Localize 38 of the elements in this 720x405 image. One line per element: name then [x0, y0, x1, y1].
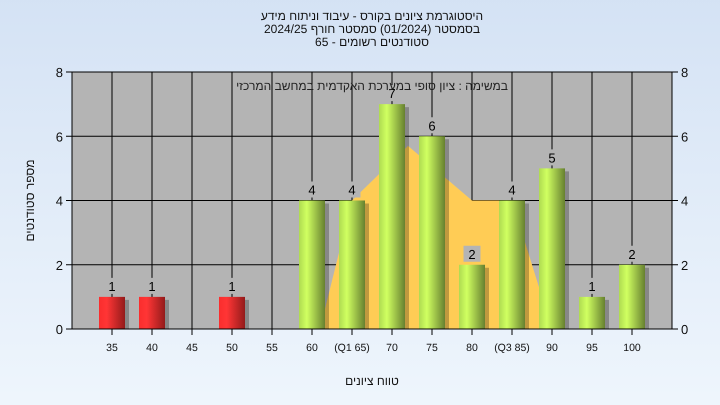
x-tick-label: 75: [426, 342, 438, 354]
x-tick-label: 80: [466, 342, 478, 354]
data-label: 1: [588, 278, 596, 294]
y-tick-label: 4: [56, 194, 63, 208]
x-tick-label: (Q3 85): [494, 342, 530, 354]
data-label: 1: [148, 278, 156, 294]
y2-tick-label: 2: [681, 258, 688, 273]
y2-tick-label: 8: [681, 65, 688, 80]
x-tick-label: 95: [586, 342, 598, 354]
x-tick-label: 70: [386, 342, 398, 354]
y-tick-label: 0: [56, 322, 63, 337]
x-tick-label: 55: [266, 342, 278, 354]
x-tick-label: 90: [546, 342, 558, 354]
x-axis-title: טווח ציונים: [345, 374, 400, 388]
y-tick-label: 2: [56, 258, 63, 273]
y-tick-label: 8: [56, 65, 63, 80]
data-label: 4: [348, 182, 356, 198]
x-tick-label: 50: [226, 342, 238, 354]
chart-title: היסטוגרמת ציונים בקורס - עיבוד וניתוח מידע בסמסטר (01/2024) סמסטר חורף 2024/25 סטודנטים רשומים - 65: [260, 9, 484, 49]
x-tick-label: 40: [146, 342, 158, 354]
y2-tick-label: 4: [681, 194, 688, 208]
data-label: 1: [228, 278, 236, 294]
data-label: 6: [428, 118, 436, 134]
x-tick-label: 45: [186, 342, 198, 354]
x-tick-label: 35: [106, 342, 118, 354]
data-label: 5: [548, 150, 556, 166]
y2-tick-label: 6: [681, 129, 688, 144]
data-label: 2: [468, 246, 476, 262]
y-axis-title: מספר סטודנטים: [23, 159, 37, 242]
x-tick-label: 60: [306, 342, 318, 354]
x-tick-label: 100: [623, 342, 641, 354]
data-label: 1: [108, 278, 116, 294]
data-label: 4: [308, 182, 316, 198]
x-tick-label: (Q1 65): [334, 342, 370, 354]
y2-tick-label: 0: [681, 322, 688, 337]
y-tick-label: 6: [56, 129, 63, 144]
data-label: 2: [628, 246, 636, 262]
data-label: 4: [508, 182, 516, 198]
